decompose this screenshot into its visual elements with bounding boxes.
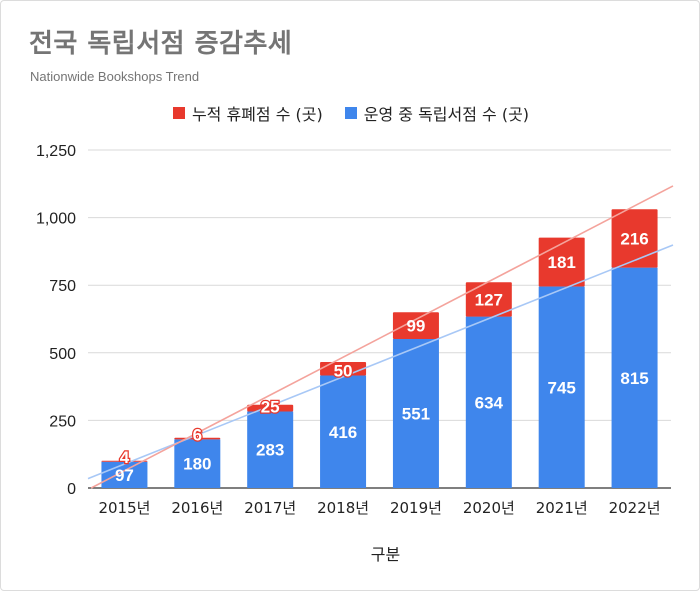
bar-operating xyxy=(538,286,585,488)
bar-operating xyxy=(101,461,148,488)
x-tick-label: 2015년 xyxy=(98,499,150,517)
x-tick-label: 2020년 xyxy=(463,499,515,517)
data-label-closed: 6 xyxy=(193,425,202,444)
data-label-operating: 97 xyxy=(115,466,134,485)
legend-swatch-closed xyxy=(172,107,185,119)
x-tick-label: 2016년 xyxy=(171,499,223,517)
bar-closed xyxy=(101,460,148,462)
bar-operating xyxy=(392,339,439,488)
data-label-closed: 99 xyxy=(406,317,425,336)
data-label-operating: 745 xyxy=(548,378,576,397)
bar-closed xyxy=(611,209,658,268)
x-tick-label: 2017년 xyxy=(244,499,296,517)
y-tick-label: 1,000 xyxy=(36,211,76,228)
bar-operating xyxy=(465,316,512,488)
x-tick-label: 2021년 xyxy=(536,499,588,517)
data-label-operating: 634 xyxy=(475,393,504,412)
y-tick-label: 500 xyxy=(49,346,76,363)
bar-operating xyxy=(174,439,221,488)
y-tick-label: 250 xyxy=(49,413,76,430)
y-tick-label: 1,250 xyxy=(36,143,76,160)
bar-operating xyxy=(320,375,367,488)
data-label-closed: 50 xyxy=(334,362,353,381)
bar-operating xyxy=(611,267,658,488)
bar-closed xyxy=(465,282,512,317)
data-label-operating: 551 xyxy=(402,405,430,424)
legend-label-operating: 운영 중 독립서점 수 (곳) xyxy=(363,105,530,124)
x-tick-label: 2019년 xyxy=(390,499,442,517)
data-label-closed: 216 xyxy=(620,229,648,248)
data-label-operating: 283 xyxy=(256,441,284,460)
legend-swatch-operating xyxy=(344,107,357,119)
data-label-operating: 180 xyxy=(183,455,211,474)
legend: 누적 휴폐점 수 (곳) 운영 중 독립서점 수 (곳) xyxy=(1,101,700,125)
bar-operating xyxy=(247,411,294,488)
chart-title: 전국 독립서점 증감추세 xyxy=(29,29,293,59)
data-label-closed: 4 xyxy=(120,448,130,467)
legend-item-operating[interactable]: 운영 중 독립서점 수 (곳) xyxy=(344,101,530,125)
y-tick-label: 0 xyxy=(67,481,76,498)
trendline-closed xyxy=(90,185,674,489)
chart-subtitle: Nationwide Bookshops Trend xyxy=(30,69,200,84)
bar-closed xyxy=(392,312,439,340)
legend-item-closed[interactable]: 누적 휴폐점 수 (곳) xyxy=(172,101,323,125)
x-tick-label: 2018년 xyxy=(317,499,369,517)
x-tick-label: 2022년 xyxy=(609,499,661,517)
data-label-operating: 416 xyxy=(329,423,357,442)
y-tick-label: 750 xyxy=(49,278,76,295)
data-label-operating: 815 xyxy=(620,369,648,388)
x-axis-title: 구분 xyxy=(371,545,400,564)
legend-label-closed: 누적 휴폐점 수 (곳) xyxy=(191,105,323,124)
data-label-closed: 127 xyxy=(475,290,503,309)
data-label-closed: 181 xyxy=(548,253,576,272)
data-label-closed: 25 xyxy=(261,397,280,416)
